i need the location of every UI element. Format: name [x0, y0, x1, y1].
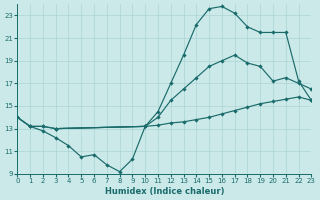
X-axis label: Humidex (Indice chaleur): Humidex (Indice chaleur): [105, 187, 224, 196]
